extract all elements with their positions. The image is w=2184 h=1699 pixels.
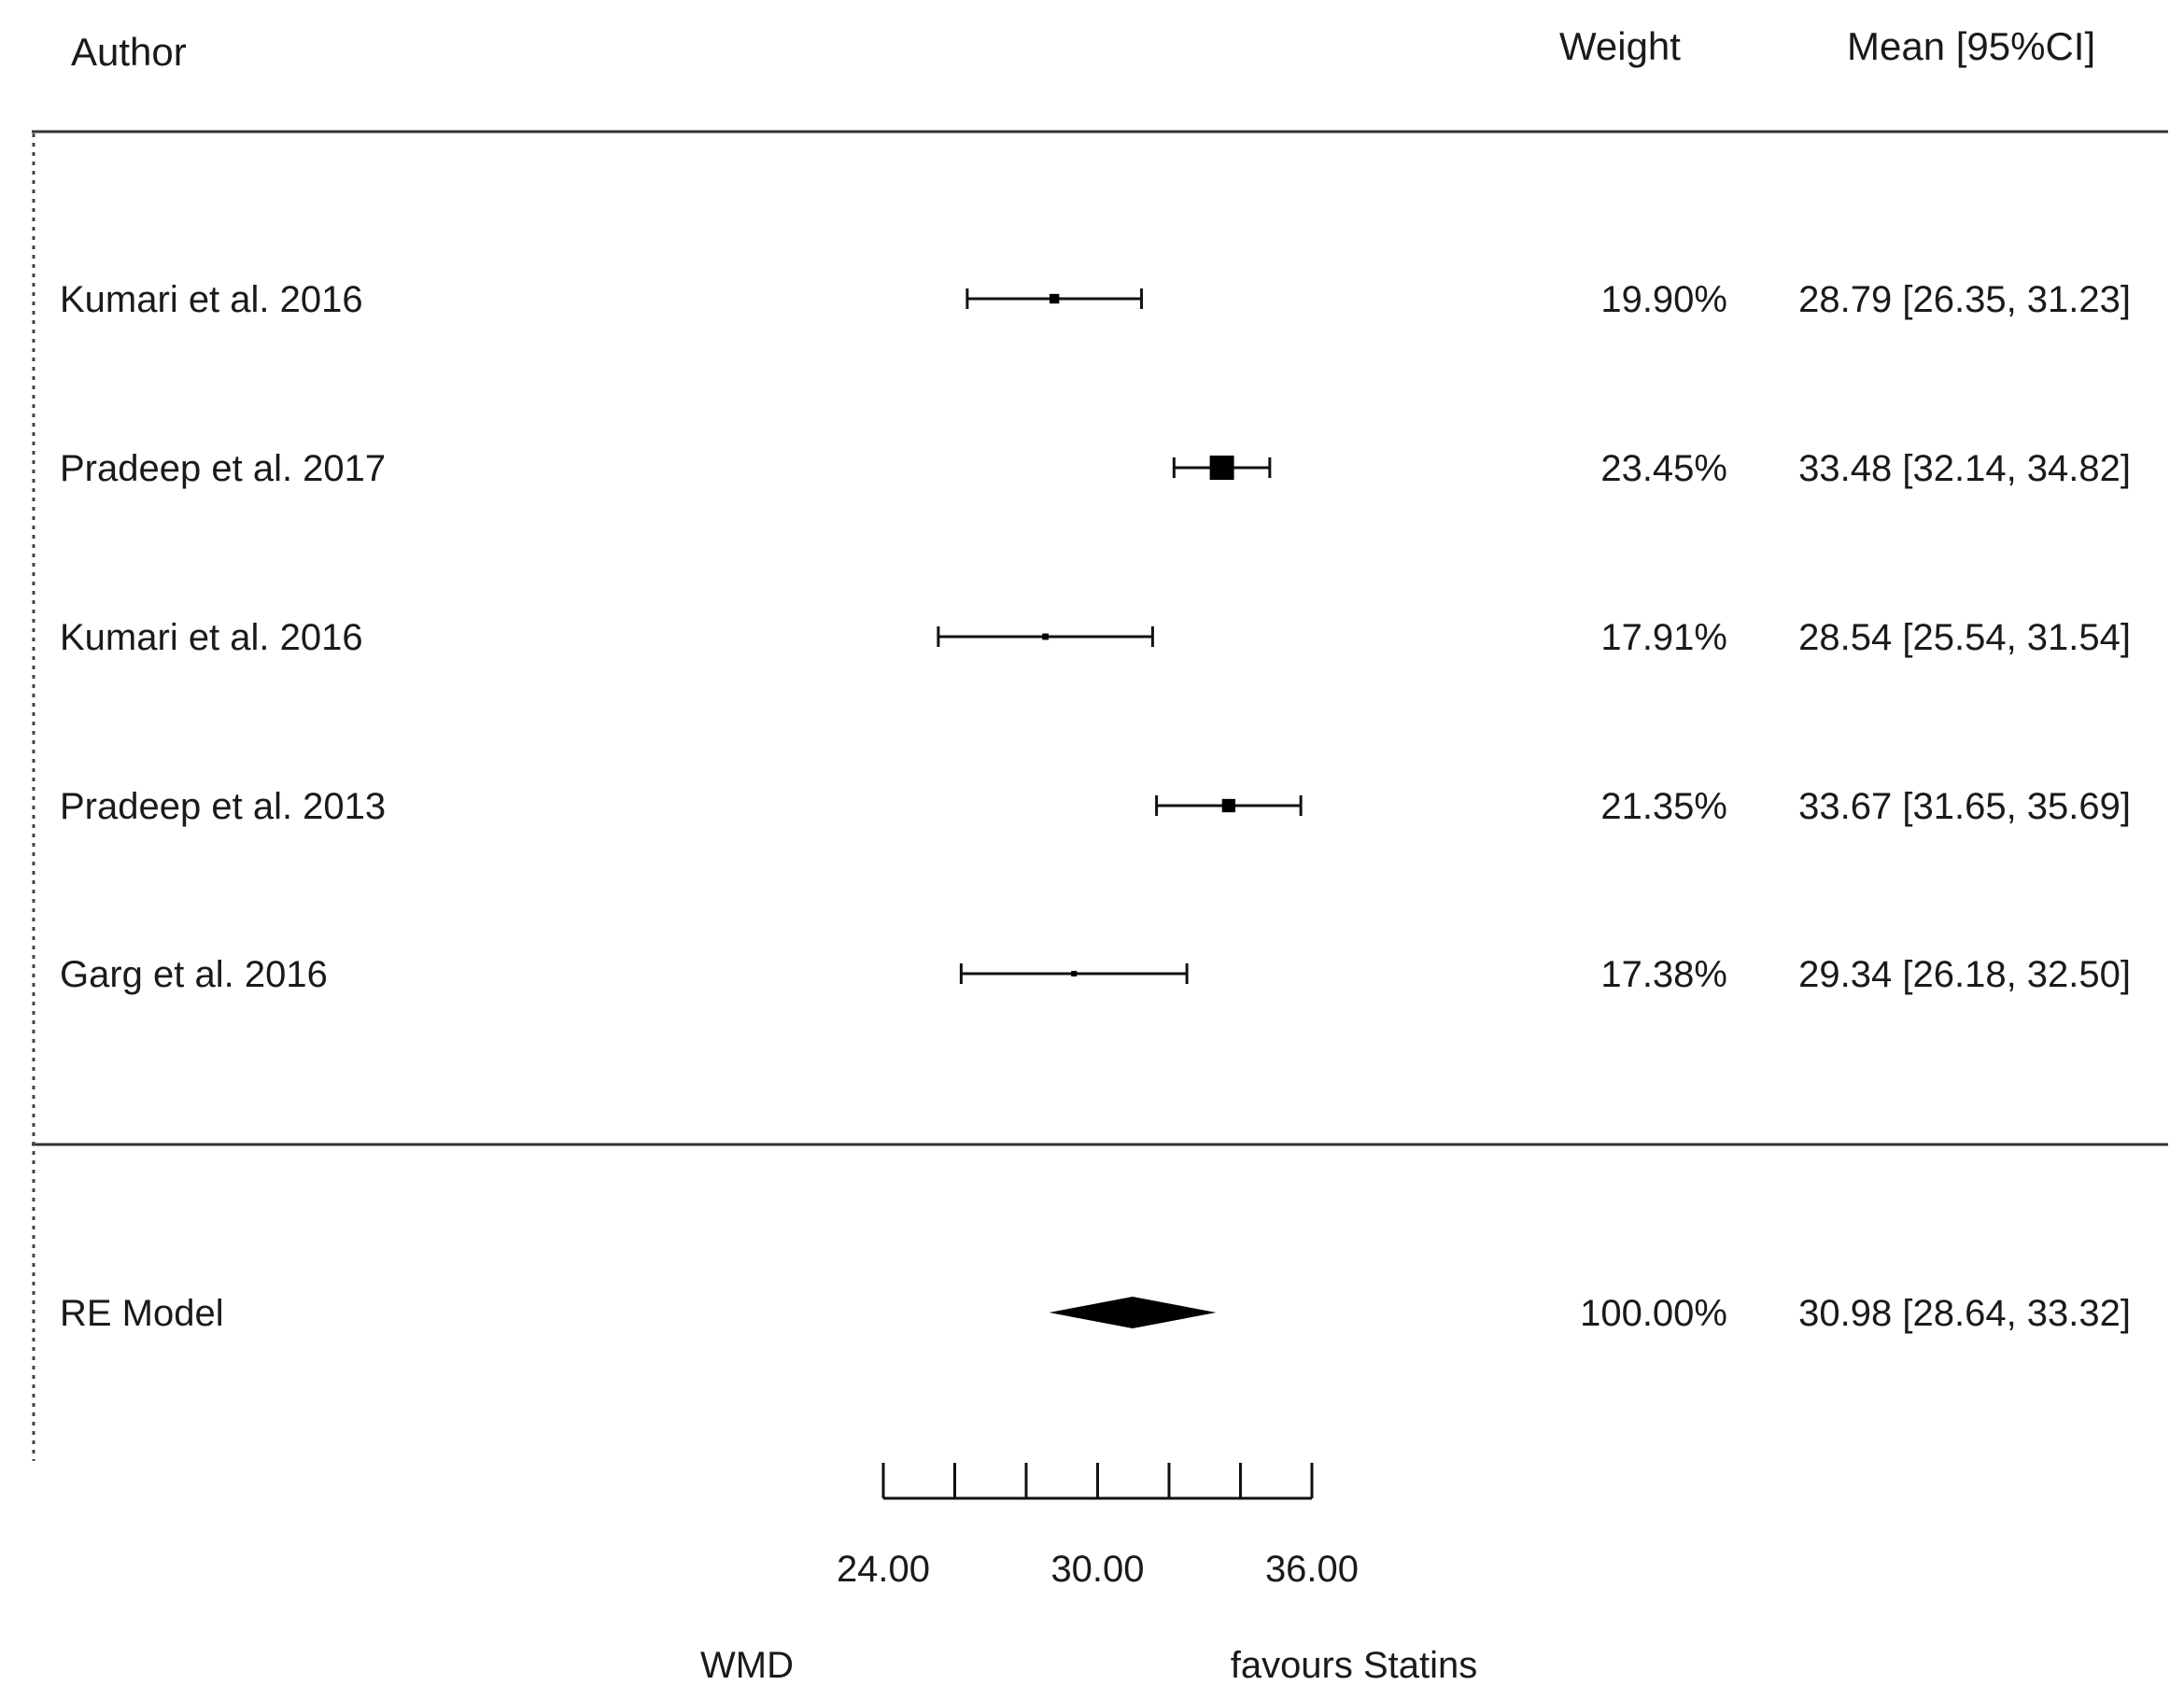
study-weight: 17.38% — [1600, 954, 1727, 995]
point-estimate — [1209, 456, 1234, 480]
study-mean-ci: 28.79 [26.35, 31.23] — [1798, 279, 2131, 320]
point-estimate — [1042, 633, 1050, 640]
study-row: Kumari et al. 2016 19.90% 28.79 [26.35, 31… — [60, 279, 2131, 320]
summary-row: RE Model 100.00% 30.98 [28.64, 33.32] — [60, 1293, 2131, 1334]
study-mean-ci: 33.48 [32.14, 34.82] — [1798, 448, 2131, 489]
summary-author: RE Model — [60, 1293, 224, 1334]
header-weight: Weight — [1559, 24, 1681, 68]
x-tick-label: 24.00 — [837, 1549, 930, 1590]
study-weight: 23.45% — [1600, 448, 1727, 489]
point-estimate — [1071, 971, 1078, 976]
x-tick-label: 30.00 — [1050, 1549, 1144, 1590]
point-estimate — [1050, 293, 1060, 304]
x-axis: 24.00 30.00 36.00 — [837, 1463, 1359, 1590]
x-label-right: favours Statins — [1231, 1645, 1478, 1686]
study-row: Kumari et al. 2016 17.91% 28.54 [25.54, 31… — [60, 617, 2131, 658]
study-row: Pradeep et al. 2017 23.45% 33.48 [32.14, 3… — [60, 448, 2131, 489]
study-mean-ci: 29.34 [26.18, 32.50] — [1798, 954, 2131, 995]
study-mean-ci: 28.54 [25.54, 31.54] — [1798, 617, 2131, 658]
study-row: Garg et al. 2016 17.38% 29.34 [26.18, 32.5… — [60, 954, 2131, 995]
x-label-left: WMD — [700, 1645, 794, 1686]
study-rows: Kumari et al. 2016 19.90% 28.79 [26.35, 31… — [60, 279, 2131, 995]
x-tick-label: 36.00 — [1265, 1549, 1359, 1590]
study-weight: 21.35% — [1600, 786, 1727, 827]
study-author: Pradeep et al. 2017 — [60, 448, 386, 489]
header-mean-ci: Mean [95%CI] — [1847, 24, 2095, 68]
study-author: Kumari et al. 2016 — [60, 617, 363, 658]
study-mean-ci: 33.67 [31.65, 35.69] — [1798, 786, 2131, 827]
study-row: Pradeep et al. 2013 21.35% 33.67 [31.65, 3… — [60, 786, 2131, 827]
summary-weight: 100.00% — [1580, 1293, 1727, 1334]
study-author: Garg et al. 2016 — [60, 954, 328, 995]
study-weight: 17.91% — [1600, 617, 1727, 658]
header-author: Author — [71, 30, 187, 74]
study-weight: 19.90% — [1600, 279, 1727, 320]
summary-mean-ci: 30.98 [28.64, 33.32] — [1798, 1293, 2131, 1334]
study-author: Pradeep et al. 2013 — [60, 786, 386, 827]
summary-diamond — [1049, 1297, 1217, 1328]
study-author: Kumari et al. 2016 — [60, 279, 363, 320]
point-estimate — [1221, 798, 1236, 813]
